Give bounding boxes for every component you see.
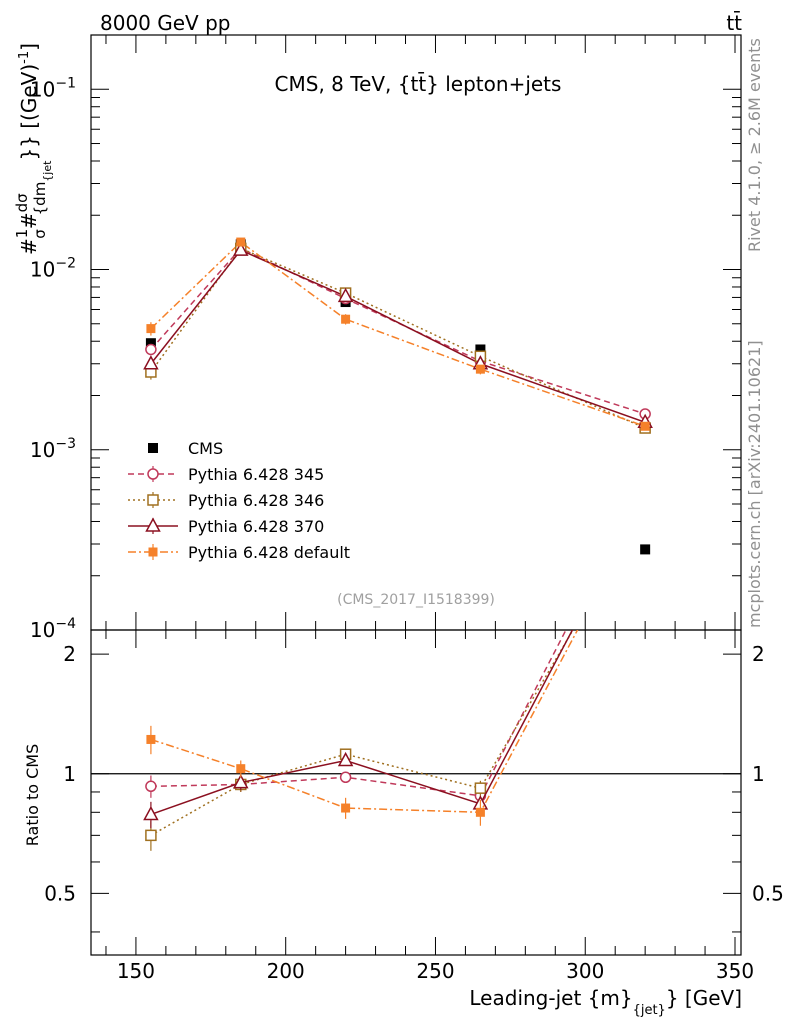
ratio-plot-frame xyxy=(90,629,742,956)
legend-label-cms: CMS xyxy=(188,439,223,458)
ratio-point-pythia-6-428-345 xyxy=(145,780,157,793)
main-point-pythia-6-428-default xyxy=(475,364,485,374)
legend: CMS Pythia 6.428 345 Pythia 6.428 346 Pythi… xyxy=(128,439,350,562)
ratio-x-tick-label: 150 xyxy=(117,959,155,983)
main-point-pythia-6-428-default xyxy=(146,324,156,334)
ratio-y-tick-label: 0.5 xyxy=(44,881,76,905)
main-point-pythia-6-428-370 xyxy=(337,287,354,303)
ratio-point-pythia-6-428-370 xyxy=(337,751,354,767)
main-y-tick-label: 10−4 xyxy=(30,616,76,642)
ratio-point-pythia-6-428-default xyxy=(236,764,246,774)
main-point-pythia-6-428-default xyxy=(236,237,246,247)
ratio-y-tick-label-right: 2 xyxy=(752,642,765,666)
ratio-point-pythia-6-428-370 xyxy=(233,774,249,789)
ratio-line-pythia-6-428-346 xyxy=(150,630,574,837)
ratio-x-tick-label: 250 xyxy=(416,959,454,983)
main-plot-frame xyxy=(90,34,742,631)
main-line-pythia-6-428-370 xyxy=(150,249,646,424)
legend-marker-cms xyxy=(148,443,158,453)
ratio-point-pythia-6-428-346 xyxy=(474,782,487,794)
ratio-x-tick-label: 350 xyxy=(716,959,754,983)
mcplots-label: mcplots.cern.ch [arXiv:2401.10621] xyxy=(745,340,764,628)
analysis-id: (CMS_2017_I1518399) xyxy=(337,592,495,608)
main-point-cms xyxy=(145,338,156,349)
main-point-pythia-6-428-370 xyxy=(143,355,159,370)
main-y-tick-label: 10−2 xyxy=(30,256,76,282)
legend-label-pythia-6-428-370: Pythia 6.428 370 xyxy=(188,517,324,536)
xlabel: Leading-jet {m}{jet}} [GeV] xyxy=(469,986,742,1018)
ratio-axes: 150 200 250 300 350 0.5 0.5 1 1 2 2 xyxy=(44,630,784,983)
ratio-series-group xyxy=(143,471,652,851)
main-ylabel: #1σ#dσ{dm{jet}} [(GeV)-1] xyxy=(13,43,54,255)
main-y-tick-label: 10−1 xyxy=(30,75,76,101)
ratio-ylabel: Ratio to CMS xyxy=(23,744,42,846)
ratio-point-pythia-6-428-345 xyxy=(640,471,650,481)
legend-marker-pythia-6-428-default xyxy=(148,547,158,557)
main-point-cms xyxy=(475,344,486,355)
ratio-point-pythia-6-428-346 xyxy=(640,502,650,512)
legend-marker-pythia-6-428-345 xyxy=(147,468,159,480)
legend-label-pythia-6-428-345: Pythia 6.428 345 xyxy=(188,465,324,484)
legend-label-pythia-6-428-346: Pythia 6.428 346 xyxy=(188,491,324,510)
main-line-pythia-6-428-345 xyxy=(150,247,646,415)
main-point-pythia-6-428-default xyxy=(640,421,650,431)
ratio-point-pythia-6-428-default xyxy=(146,734,156,744)
ratio-point-pythia-6-428-default xyxy=(475,807,485,817)
ratio-point-pythia-6-428-default xyxy=(641,499,650,508)
main-title: CMS, 8 TeV, {tt̄} lepton+jets xyxy=(275,71,562,96)
header-left: 8000 GeV pp xyxy=(100,11,231,35)
ratio-y-tick-label: 1 xyxy=(63,762,76,786)
legend-marker-pythia-6-428-346 xyxy=(147,494,159,506)
main-point-pythia-6-428-345 xyxy=(145,343,157,356)
ratio-line-pythia-6-428-370 xyxy=(150,630,574,816)
ratio-y-tick-label-right: 0.5 xyxy=(752,881,784,905)
main-series-group xyxy=(143,237,653,555)
ratio-point-pythia-6-428-370 xyxy=(639,486,652,498)
ratio-point-pythia-6-428-346 xyxy=(145,829,157,842)
ratio-x-tick-label: 300 xyxy=(566,959,604,983)
legend-marker-pythia-6-428-370 xyxy=(145,517,161,532)
rivet-label: Rivet 4.1.0, ≥ 2.6M events xyxy=(745,38,764,252)
header-right: tt̄ xyxy=(726,10,742,35)
main-point-pythia-6-428-default xyxy=(341,314,351,324)
main-point-pythia-6-428-370 xyxy=(233,241,249,256)
legend-label-pythia-6-428-default: Pythia 6.428 default xyxy=(188,543,350,562)
main-y-tick-label: 10−3 xyxy=(30,436,76,462)
ratio-point-pythia-6-428-345 xyxy=(339,771,352,784)
ratio-point-pythia-6-428-370 xyxy=(143,805,159,821)
ratio-y-tick-label-right: 1 xyxy=(752,762,765,786)
main-axes: 10−1 10−2 10−3 10−4 xyxy=(30,34,741,642)
main-line-pythia-6-428-default xyxy=(150,241,646,427)
ratio-x-tick-label: 200 xyxy=(267,959,305,983)
ratio-point-pythia-6-428-default xyxy=(341,803,351,813)
main-point-cms xyxy=(640,544,651,555)
ratio-y-tick-label: 2 xyxy=(63,642,76,666)
